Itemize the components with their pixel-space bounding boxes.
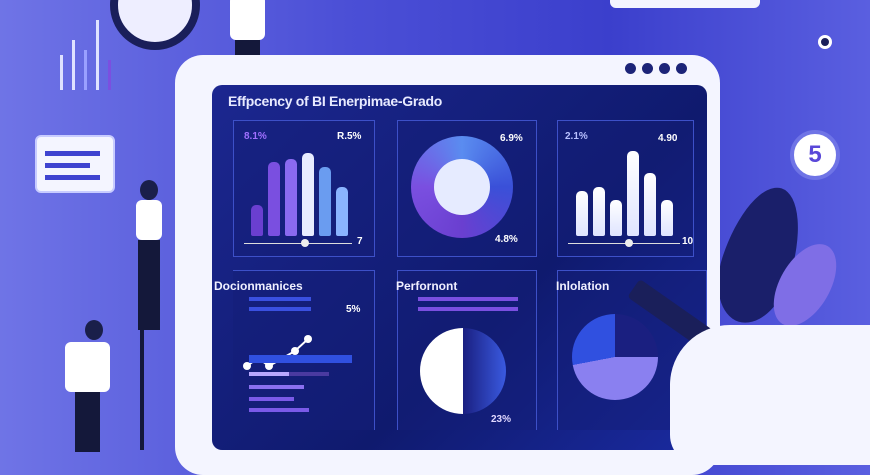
magnifier-icon [110,0,200,50]
slider[interactable] [244,239,352,247]
bar [576,191,588,236]
panel1-label-left: 8.1% [244,131,267,142]
line-chart-panel: Docionmanices 5% [214,270,375,430]
pin-dot-icon [818,35,832,49]
bar [268,162,280,236]
panel4-title: Docionmanices [214,279,303,293]
bar [644,173,656,236]
pie-chart [420,328,506,414]
bar [319,166,331,236]
bar [285,158,297,236]
bar [627,150,639,236]
bar-chart-panel-2: 2.1% 4.90 10 [557,120,694,257]
panel3-label-right: 4.90 [658,133,678,144]
panel4-label: 5% [346,304,361,315]
dashboard-title: Effpcency of BI Enerpimae-Grado [228,93,442,109]
panel6-title: Inlolation [556,279,610,293]
slider[interactable] [568,239,680,247]
pie-chart [572,314,658,400]
dots-menu-icon[interactable] [625,63,687,74]
badge: 5 [790,130,840,180]
slider-end-label: 10 [682,236,694,247]
slider-end-label: 7 [357,236,363,247]
donut-panel: 6.9% 4.8% [397,120,537,257]
panel3-label-left: 2.1% [565,131,588,142]
decorative-bar-chart [60,10,120,90]
browser-window-icon [35,135,115,193]
bar [336,186,348,236]
bar [661,200,673,236]
bar-chart [576,146,676,236]
person-pointing [65,320,115,452]
hand [670,325,870,465]
bar [593,186,605,236]
bar [302,153,314,236]
bar [251,205,263,236]
bar-chart-panel: 8.1% R.5% 7 [233,120,375,257]
top-right-card [610,0,760,8]
panel5-title: Perfornont [396,279,458,293]
donut-label-bottom: 4.8% [495,234,518,245]
badge-value: 5 [808,141,822,168]
donut-chart [411,136,513,238]
pie-panel: Perfornont 23% [396,270,537,430]
panel5-label: 23% [491,414,512,425]
panel1-label-right: R.5% [337,131,362,142]
donut-label-top: 6.9% [500,133,523,144]
bar [610,200,622,236]
bar-chart [251,146,351,236]
dashboard-screen: Effpcency of BI Enerpimae-Grado 8.1% R.5… [212,85,707,450]
